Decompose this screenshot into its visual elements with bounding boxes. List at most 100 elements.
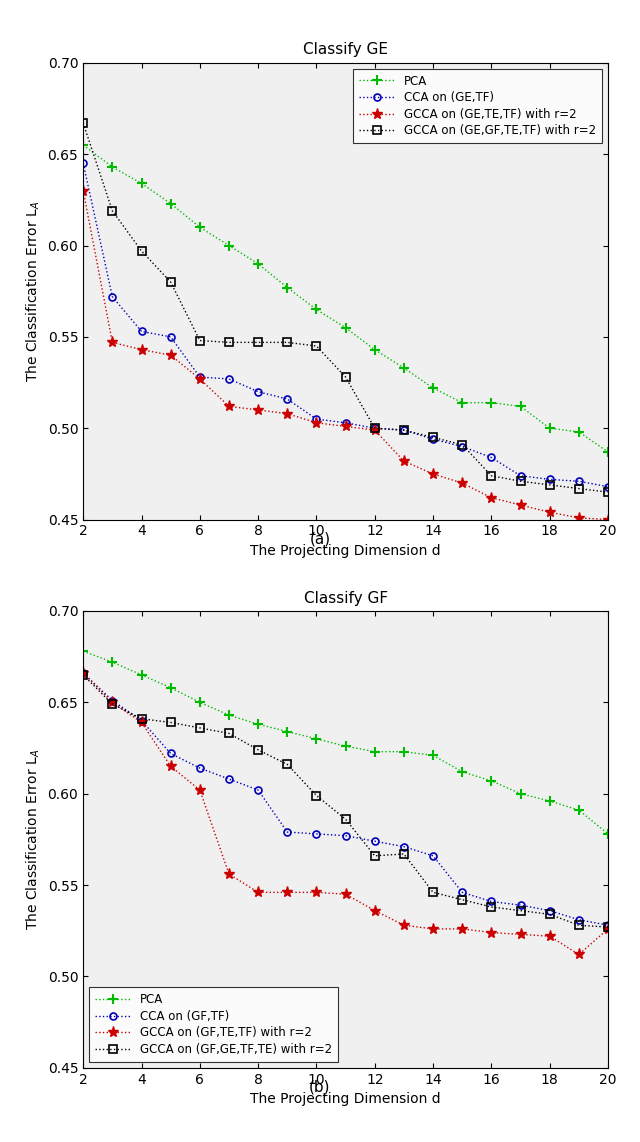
GCCA on (GE,TE,TF) with r=2 [342, 419, 349, 433]
GCCA on (GF,TE,TF) with r=2 [109, 695, 116, 709]
PCA [254, 257, 262, 271]
PCA [284, 281, 291, 295]
GCCA on (GE,GF,TE,TF) with r=2 [284, 336, 291, 349]
PCA [400, 745, 408, 758]
GCCA on (GE,TE,TF) with r=2 [546, 506, 554, 520]
CCA on (GE,TF) [458, 440, 466, 453]
GCCA on (GF,GE,TF,TE) with r=2 [342, 812, 349, 826]
GCCA on (GF,TE,TF) with r=2 [458, 922, 466, 935]
Y-axis label: The Classification Error L$_A$: The Classification Error L$_A$ [24, 749, 42, 930]
GCCA on (GF,TE,TF) with r=2 [196, 783, 204, 797]
GCCA on (GF,GE,TF,TE) with r=2 [488, 900, 495, 914]
CCA on (GF,TF) [225, 772, 233, 786]
Line: CCA on (GE,TF): CCA on (GE,TF) [80, 160, 611, 490]
GCCA on (GF,GE,TF,TE) with r=2 [196, 721, 204, 734]
GCCA on (GF,GE,TF,TE) with r=2 [429, 885, 437, 899]
GCCA on (GE,GF,TE,TF) with r=2 [79, 116, 87, 130]
GCCA on (GE,TE,TF) with r=2 [604, 513, 612, 526]
GCCA on (GE,GF,TE,TF) with r=2 [458, 437, 466, 451]
Line: CCA on (GF,TF): CCA on (GF,TF) [80, 669, 611, 928]
GCCA on (GE,TE,TF) with r=2 [196, 372, 204, 386]
GCCA on (GF,TE,TF) with r=2 [167, 759, 175, 773]
PCA [254, 717, 262, 731]
GCCA on (GE,TE,TF) with r=2 [167, 348, 175, 362]
GCCA on (GE,GF,TE,TF) with r=2 [138, 244, 145, 258]
CCA on (GE,TF) [167, 330, 175, 344]
CCA on (GF,TF) [196, 762, 204, 775]
PCA [429, 748, 437, 762]
GCCA on (GF,TE,TF) with r=2 [575, 948, 582, 962]
GCCA on (GF,GE,TF,TE) with r=2 [604, 920, 612, 934]
CCA on (GF,TF) [138, 714, 145, 727]
PCA [575, 803, 582, 817]
PCA [575, 425, 582, 439]
GCCA on (GE,TE,TF) with r=2 [400, 455, 408, 468]
GCCA on (GE,GF,TE,TF) with r=2 [546, 478, 554, 492]
GCCA on (GE,GF,TE,TF) with r=2 [225, 336, 233, 349]
PCA [400, 361, 408, 375]
GCCA on (GF,GE,TF,TE) with r=2 [109, 698, 116, 711]
CCA on (GE,TF) [79, 156, 87, 170]
GCCA on (GE,GF,TE,TF) with r=2 [604, 485, 612, 499]
GCCA on (GF,GE,TF,TE) with r=2 [516, 903, 524, 917]
GCCA on (GF,TE,TF) with r=2 [516, 927, 524, 941]
PCA [516, 400, 524, 413]
Title: Classify GF: Classify GF [303, 590, 388, 605]
PCA [546, 794, 554, 807]
CCA on (GE,TF) [254, 385, 262, 399]
Line: GCCA on (GE,TE,TF) with r=2: GCCA on (GE,TE,TF) with r=2 [77, 185, 614, 525]
Line: GCCA on (GF,TE,TF) with r=2: GCCA on (GF,TE,TF) with r=2 [77, 668, 614, 960]
CCA on (GF,TF) [400, 839, 408, 853]
CCA on (GE,TF) [516, 469, 524, 483]
GCCA on (GF,TE,TF) with r=2 [284, 885, 291, 899]
GCCA on (GE,GF,TE,TF) with r=2 [429, 431, 437, 444]
GCCA on (GE,TE,TF) with r=2 [312, 416, 320, 429]
CCA on (GF,TF) [254, 783, 262, 797]
GCCA on (GF,GE,TF,TE) with r=2 [254, 743, 262, 757]
Legend: PCA, CCA on (GF,TF), GCCA on (GF,TE,TF) with r=2, GCCA on (GF,GE,TF,TE) with r=2: PCA, CCA on (GF,TF), GCCA on (GF,TE,TF) … [89, 988, 338, 1062]
CCA on (GE,TF) [546, 473, 554, 486]
GCCA on (GE,GF,TE,TF) with r=2 [254, 336, 262, 349]
PCA [429, 381, 437, 395]
GCCA on (GF,GE,TF,TE) with r=2 [575, 918, 582, 932]
X-axis label: The Projecting Dimension d: The Projecting Dimension d [250, 1092, 441, 1107]
GCCA on (GF,TE,TF) with r=2 [79, 666, 87, 679]
GCCA on (GF,TE,TF) with r=2 [254, 885, 262, 899]
PCA [546, 421, 554, 435]
GCCA on (GE,GF,TE,TF) with r=2 [488, 469, 495, 483]
PCA [196, 220, 204, 234]
GCCA on (GF,TE,TF) with r=2 [371, 903, 379, 917]
CCA on (GE,TF) [371, 421, 379, 435]
CCA on (GE,TF) [342, 416, 349, 429]
PCA [488, 396, 495, 410]
CCA on (GE,TF) [196, 370, 204, 384]
Line: GCCA on (GE,GF,TE,TF) with r=2: GCCA on (GE,GF,TE,TF) with r=2 [79, 119, 612, 497]
CCA on (GE,TF) [604, 480, 612, 493]
PCA [312, 732, 320, 746]
GCCA on (GE,TE,TF) with r=2 [458, 476, 466, 490]
GCCA on (GE,GF,TE,TF) with r=2 [371, 421, 379, 435]
GCCA on (GE,TE,TF) with r=2 [109, 336, 116, 349]
PCA [604, 827, 612, 841]
CCA on (GE,TF) [429, 433, 437, 447]
PCA [109, 160, 116, 174]
PCA [488, 774, 495, 788]
CCA on (GE,TF) [400, 424, 408, 437]
GCCA on (GE,TE,TF) with r=2 [429, 467, 437, 481]
Line: PCA: PCA [78, 140, 613, 457]
PCA [79, 138, 87, 152]
CCA on (GF,TF) [371, 835, 379, 849]
PCA [342, 321, 349, 335]
GCCA on (GF,GE,TF,TE) with r=2 [138, 711, 145, 725]
GCCA on (GF,TE,TF) with r=2 [546, 930, 554, 943]
Y-axis label: The Classification Error L$_A$: The Classification Error L$_A$ [24, 201, 42, 381]
GCCA on (GF,GE,TF,TE) with r=2 [546, 908, 554, 922]
Text: (a): (a) [309, 531, 331, 546]
PCA [516, 787, 524, 801]
GCCA on (GF,GE,TF,TE) with r=2 [400, 847, 408, 861]
CCA on (GE,TF) [109, 290, 116, 304]
GCCA on (GF,TE,TF) with r=2 [342, 887, 349, 901]
PCA [604, 445, 612, 459]
GCCA on (GF,GE,TF,TE) with r=2 [371, 849, 379, 862]
GCCA on (GE,TE,TF) with r=2 [79, 184, 87, 198]
